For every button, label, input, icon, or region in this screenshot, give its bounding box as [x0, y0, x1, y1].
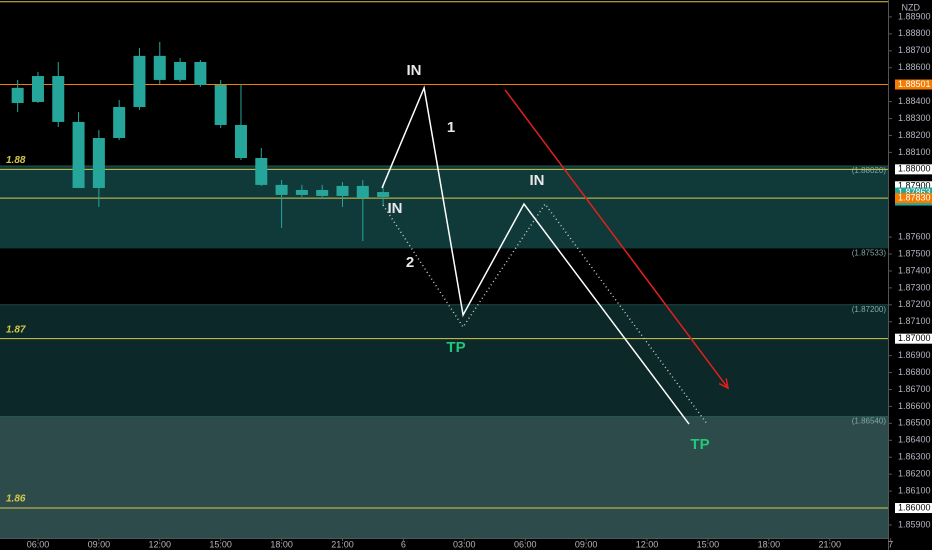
candle-body	[133, 55, 146, 108]
currency: NZD	[902, 2, 921, 12]
candle-body	[174, 61, 187, 80]
x-tick-label: 21:00	[818, 539, 841, 549]
x-tick-label: 03:00	[453, 539, 476, 549]
price-label-bg	[895, 193, 932, 204]
candle-body	[295, 190, 308, 195]
y-tick-label: 1.86900	[898, 350, 931, 360]
candle-body	[92, 138, 105, 188]
price-label: 1.88501	[898, 79, 931, 89]
y-tick-label: 1.88400	[898, 96, 931, 106]
price-label-bg	[895, 333, 932, 344]
x-tick-label: 15:00	[697, 539, 720, 549]
y-tick-label: 1.86400	[898, 435, 931, 445]
y-tick-label: 1.85900	[898, 519, 931, 529]
candle-body	[316, 190, 329, 196]
y-tick-label: 1.86700	[898, 384, 931, 394]
drawing	[504, 89, 729, 389]
y-tick-label: 1.86200	[898, 469, 931, 479]
zone	[0, 416, 888, 538]
x-tick-label: 7	[888, 539, 893, 549]
annotation: 2	[406, 254, 414, 271]
price-label-bg	[895, 181, 932, 192]
candle-body	[72, 121, 85, 188]
price-label: 1.87863	[898, 187, 931, 197]
plot: (1.88020) (1.87533) (1.87200) (1.86540) 1.88…	[0, 1, 888, 538]
price-label-bg	[895, 503, 932, 514]
y-tick-label: 1.88200	[898, 130, 931, 140]
x-tick-label: 18:00	[758, 539, 781, 549]
y-tick-label: 1.87400	[898, 265, 931, 275]
zone	[0, 304, 888, 417]
zone-label: (1.87200)	[852, 305, 887, 314]
price-label: 1.87000	[898, 333, 931, 343]
y-tick-label: 1.86600	[898, 401, 931, 411]
annotation: TP	[446, 339, 465, 356]
y-tick-label: 1.88700	[898, 45, 931, 55]
zone-label: (1.86540)	[852, 417, 887, 426]
candle-body	[31, 76, 44, 102]
annotation: IN	[407, 62, 422, 79]
y-tick-label: 1.87100	[898, 316, 931, 326]
y-tick-label: 1.86800	[898, 367, 931, 377]
x-tick-label: 6	[401, 539, 406, 549]
candle-body	[275, 184, 288, 195]
drawing	[382, 202, 708, 425]
x-tick-label: 15:00	[209, 539, 232, 549]
price-label: 1.87900	[898, 181, 931, 191]
y-tick-label: 1.87300	[898, 282, 931, 292]
price-label-bg	[895, 79, 932, 90]
y-tick-label: 1.88800	[898, 28, 931, 38]
x-tick-label: 21:00	[331, 539, 354, 549]
candle-body	[113, 107, 126, 139]
y-tick-label: 1.88100	[898, 147, 931, 157]
y-tick-label: 1.87200	[898, 299, 931, 309]
candle-body	[377, 192, 390, 197]
candle-body	[214, 85, 227, 125]
x-tick-label: 18:00	[270, 539, 293, 549]
candle-body	[255, 157, 268, 185]
price-label: 1.87830	[898, 193, 931, 203]
candle-body	[153, 55, 166, 80]
x-tick-label: 12:00	[149, 539, 172, 549]
x-tick-label: 12:00	[636, 539, 659, 549]
candle-body	[234, 124, 247, 158]
zone-label: (1.88020)	[852, 166, 887, 175]
x-tick-label: 09:00	[575, 539, 598, 549]
y-tick-label: 1.87500	[898, 248, 931, 258]
y-tick-label: 1.87600	[898, 231, 931, 241]
x-tick-label: 06:00	[27, 539, 50, 549]
arrow-head	[718, 378, 730, 390]
y-tick-label: 1.88900	[898, 11, 931, 21]
y-tick-label: 1.88300	[898, 113, 931, 123]
drawing	[381, 85, 690, 425]
level-label: 1.88	[6, 155, 26, 166]
candle-body	[194, 61, 207, 86]
y-tick-label: 1.88600	[898, 62, 931, 72]
y-tick-label: 1.86100	[898, 485, 931, 495]
price-label-bg	[895, 164, 932, 175]
annotation: IN	[530, 172, 545, 189]
price-label: 1.88000	[898, 164, 931, 174]
candle-body	[356, 185, 369, 198]
price-label: 1.86000	[898, 502, 931, 512]
level-label: 1.86	[6, 494, 26, 505]
y-tick-label: 1.86300	[898, 452, 931, 462]
x-tick-label: 09:00	[88, 539, 111, 549]
annotation: TP	[690, 436, 709, 453]
x-tick-label: 06:00	[514, 539, 537, 549]
level-label: 1.87	[6, 324, 26, 335]
y-tick-label: 1.86500	[898, 418, 931, 428]
candle-body	[336, 185, 349, 196]
annotation: 1	[447, 119, 455, 136]
candle-body	[52, 76, 65, 122]
zone-label: (1.87533)	[852, 249, 887, 258]
candle-body	[11, 87, 24, 103]
annotation: IN	[388, 200, 403, 217]
